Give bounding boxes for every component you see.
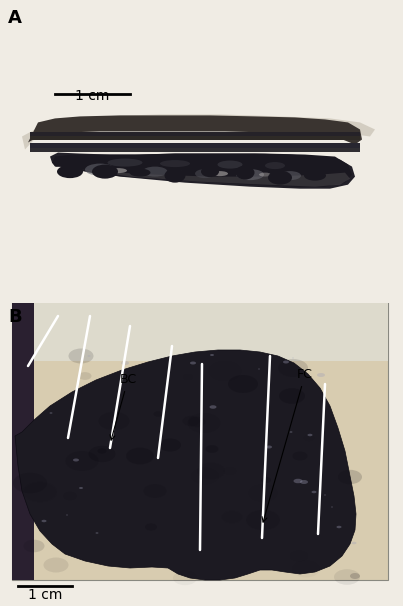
Bar: [30, 133, 360, 136]
Polygon shape: [22, 115, 375, 150]
Bar: [12, 301, 34, 580]
Ellipse shape: [283, 361, 289, 364]
Ellipse shape: [206, 445, 218, 453]
Ellipse shape: [23, 540, 44, 552]
Ellipse shape: [129, 168, 150, 176]
Ellipse shape: [13, 473, 47, 493]
Ellipse shape: [289, 431, 293, 433]
Ellipse shape: [304, 171, 326, 181]
Ellipse shape: [44, 558, 69, 573]
Ellipse shape: [89, 446, 116, 462]
Ellipse shape: [290, 551, 308, 561]
Ellipse shape: [85, 164, 115, 176]
Text: A: A: [8, 9, 22, 27]
Ellipse shape: [160, 160, 190, 167]
Ellipse shape: [164, 168, 185, 182]
Ellipse shape: [50, 412, 52, 414]
Ellipse shape: [338, 470, 362, 484]
Ellipse shape: [23, 482, 57, 502]
Ellipse shape: [300, 480, 308, 484]
Ellipse shape: [307, 434, 312, 436]
Ellipse shape: [218, 161, 243, 168]
Ellipse shape: [109, 168, 127, 173]
Ellipse shape: [66, 451, 98, 471]
Ellipse shape: [189, 417, 206, 427]
Ellipse shape: [293, 479, 303, 483]
Ellipse shape: [108, 159, 143, 167]
Polygon shape: [52, 153, 352, 187]
Ellipse shape: [63, 492, 77, 500]
Ellipse shape: [351, 542, 357, 544]
Ellipse shape: [279, 388, 305, 404]
Ellipse shape: [121, 361, 129, 365]
Ellipse shape: [334, 569, 360, 585]
Ellipse shape: [145, 524, 157, 531]
Ellipse shape: [79, 372, 91, 380]
Ellipse shape: [279, 171, 301, 180]
Ellipse shape: [168, 170, 182, 173]
Ellipse shape: [278, 359, 308, 377]
Ellipse shape: [228, 375, 258, 393]
Text: B: B: [8, 308, 22, 326]
Ellipse shape: [324, 494, 326, 496]
Bar: [30, 142, 360, 147]
Polygon shape: [28, 115, 362, 144]
Ellipse shape: [126, 448, 154, 464]
Ellipse shape: [337, 526, 341, 528]
Ellipse shape: [143, 167, 168, 176]
Ellipse shape: [73, 459, 79, 462]
Ellipse shape: [66, 514, 68, 516]
Ellipse shape: [293, 451, 307, 461]
Ellipse shape: [268, 171, 292, 185]
Ellipse shape: [236, 169, 264, 180]
Ellipse shape: [87, 355, 91, 357]
Bar: [12, 301, 388, 361]
Ellipse shape: [210, 354, 214, 356]
Text: 1 cm: 1 cm: [75, 89, 110, 103]
Ellipse shape: [265, 162, 285, 169]
Ellipse shape: [154, 411, 162, 417]
Ellipse shape: [317, 373, 325, 377]
Ellipse shape: [57, 165, 83, 178]
Ellipse shape: [96, 532, 98, 534]
Ellipse shape: [201, 166, 219, 177]
Ellipse shape: [235, 165, 255, 179]
Ellipse shape: [222, 511, 243, 524]
Ellipse shape: [79, 487, 83, 489]
Ellipse shape: [183, 416, 199, 426]
Ellipse shape: [98, 411, 129, 430]
Ellipse shape: [197, 462, 225, 479]
Ellipse shape: [195, 169, 215, 178]
Text: 1 cm: 1 cm: [28, 588, 62, 602]
Ellipse shape: [98, 448, 106, 454]
Ellipse shape: [266, 445, 272, 448]
Ellipse shape: [187, 413, 220, 433]
Bar: [30, 147, 360, 152]
Ellipse shape: [69, 348, 93, 364]
Ellipse shape: [143, 484, 166, 498]
Polygon shape: [65, 167, 350, 187]
Text: FC: FC: [262, 368, 313, 522]
Ellipse shape: [261, 477, 271, 483]
Ellipse shape: [210, 405, 216, 409]
Ellipse shape: [258, 368, 260, 370]
Ellipse shape: [92, 165, 118, 179]
Ellipse shape: [246, 510, 280, 530]
Ellipse shape: [312, 491, 316, 493]
Ellipse shape: [159, 438, 181, 451]
Polygon shape: [15, 350, 356, 580]
Ellipse shape: [292, 358, 294, 359]
Ellipse shape: [212, 171, 228, 176]
Ellipse shape: [42, 520, 46, 522]
Bar: [30, 136, 360, 141]
Polygon shape: [50, 153, 355, 188]
Ellipse shape: [190, 362, 196, 364]
Ellipse shape: [259, 173, 271, 176]
Ellipse shape: [350, 573, 360, 579]
Text: BC: BC: [110, 373, 137, 440]
